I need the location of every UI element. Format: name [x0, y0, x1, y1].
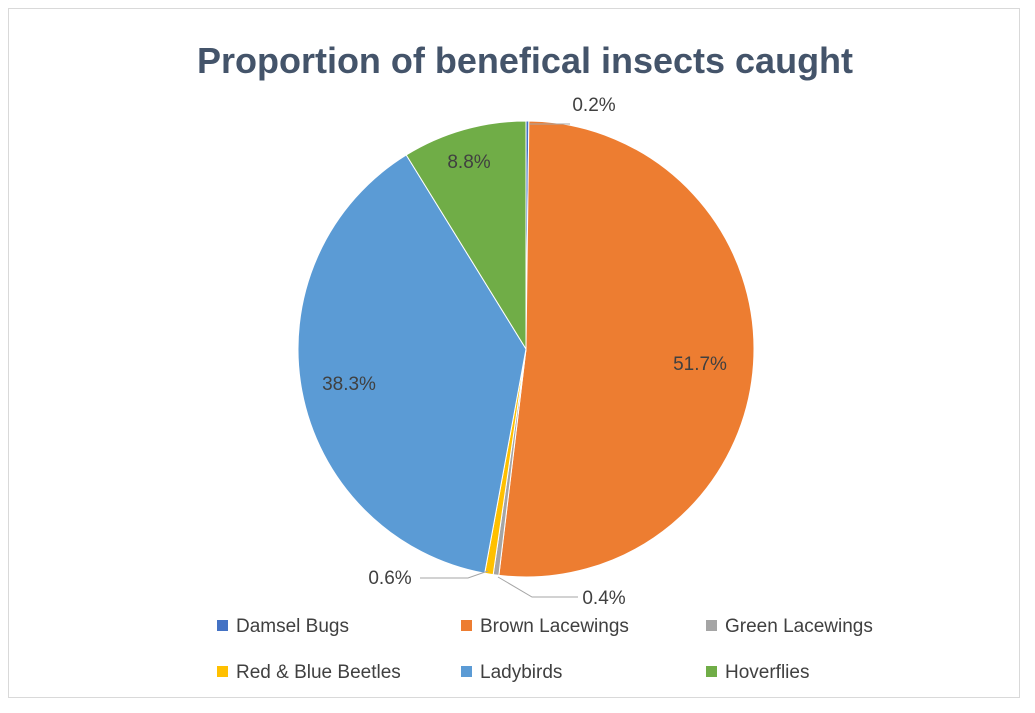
- legend: Damsel Bugs Brown Lacewings Green Lacewing…: [217, 616, 873, 683]
- pie-slice-brown-lacewings: [498, 120, 755, 578]
- legend-item-damsel-bugs: Damsel Bugs: [217, 616, 349, 637]
- leader-line-green-lacewings: [497, 576, 578, 598]
- legend-swatch-hoverflies: [706, 666, 717, 677]
- legend-label-brown-lacewings: Brown Lacewings: [480, 616, 629, 637]
- legend-swatch-damsel-bugs: [217, 620, 228, 631]
- legend-item-brown-lacewings: Brown Lacewings: [461, 616, 629, 637]
- data-label-red-and-blue-beetles: 0.6%: [368, 568, 411, 589]
- legend-label-green-lacewings: Green Lacewings: [725, 616, 873, 637]
- pie-slices: [297, 120, 755, 578]
- legend-swatch-red-and-blue-beetles: [217, 666, 228, 677]
- legend-item-ladybirds: Ladybirds: [461, 662, 562, 683]
- legend-label-red-and-blue-beetles: Red & Blue Beetles: [236, 662, 401, 683]
- pie-slice-hoverflies: [405, 120, 527, 351]
- data-label-hoverflies: 8.8%: [447, 152, 490, 173]
- leader-lines: [420, 123, 578, 598]
- leader-line-red-and-blue-beetles: [420, 570, 489, 579]
- legend-swatch-brown-lacewings: [461, 620, 472, 631]
- data-labels: 0.2% 51.7% 0.4% 0.6% 38.3% 8.8%: [322, 95, 727, 609]
- legend-item-green-lacewings: Green Lacewings: [706, 616, 873, 637]
- data-label-green-lacewings: 0.4%: [582, 588, 625, 609]
- legend-swatch-ladybirds: [461, 666, 472, 677]
- data-label-brown-lacewings: 51.7%: [673, 354, 727, 375]
- legend-label-ladybirds: Ladybirds: [480, 662, 562, 683]
- legend-item-hoverflies: Hoverflies: [706, 662, 809, 683]
- legend-item-red-and-blue-beetles: Red & Blue Beetles: [217, 662, 401, 683]
- pie-slice-ladybirds: [297, 154, 527, 574]
- chart-title: Proportion of benefical insects caught: [197, 40, 853, 81]
- legend-label-damsel-bugs: Damsel Bugs: [236, 616, 349, 637]
- legend-swatch-green-lacewings: [706, 620, 717, 631]
- data-label-damsel-bugs: 0.2%: [572, 95, 615, 116]
- legend-label-hoverflies: Hoverflies: [725, 662, 809, 683]
- data-label-ladybirds: 38.3%: [322, 374, 376, 395]
